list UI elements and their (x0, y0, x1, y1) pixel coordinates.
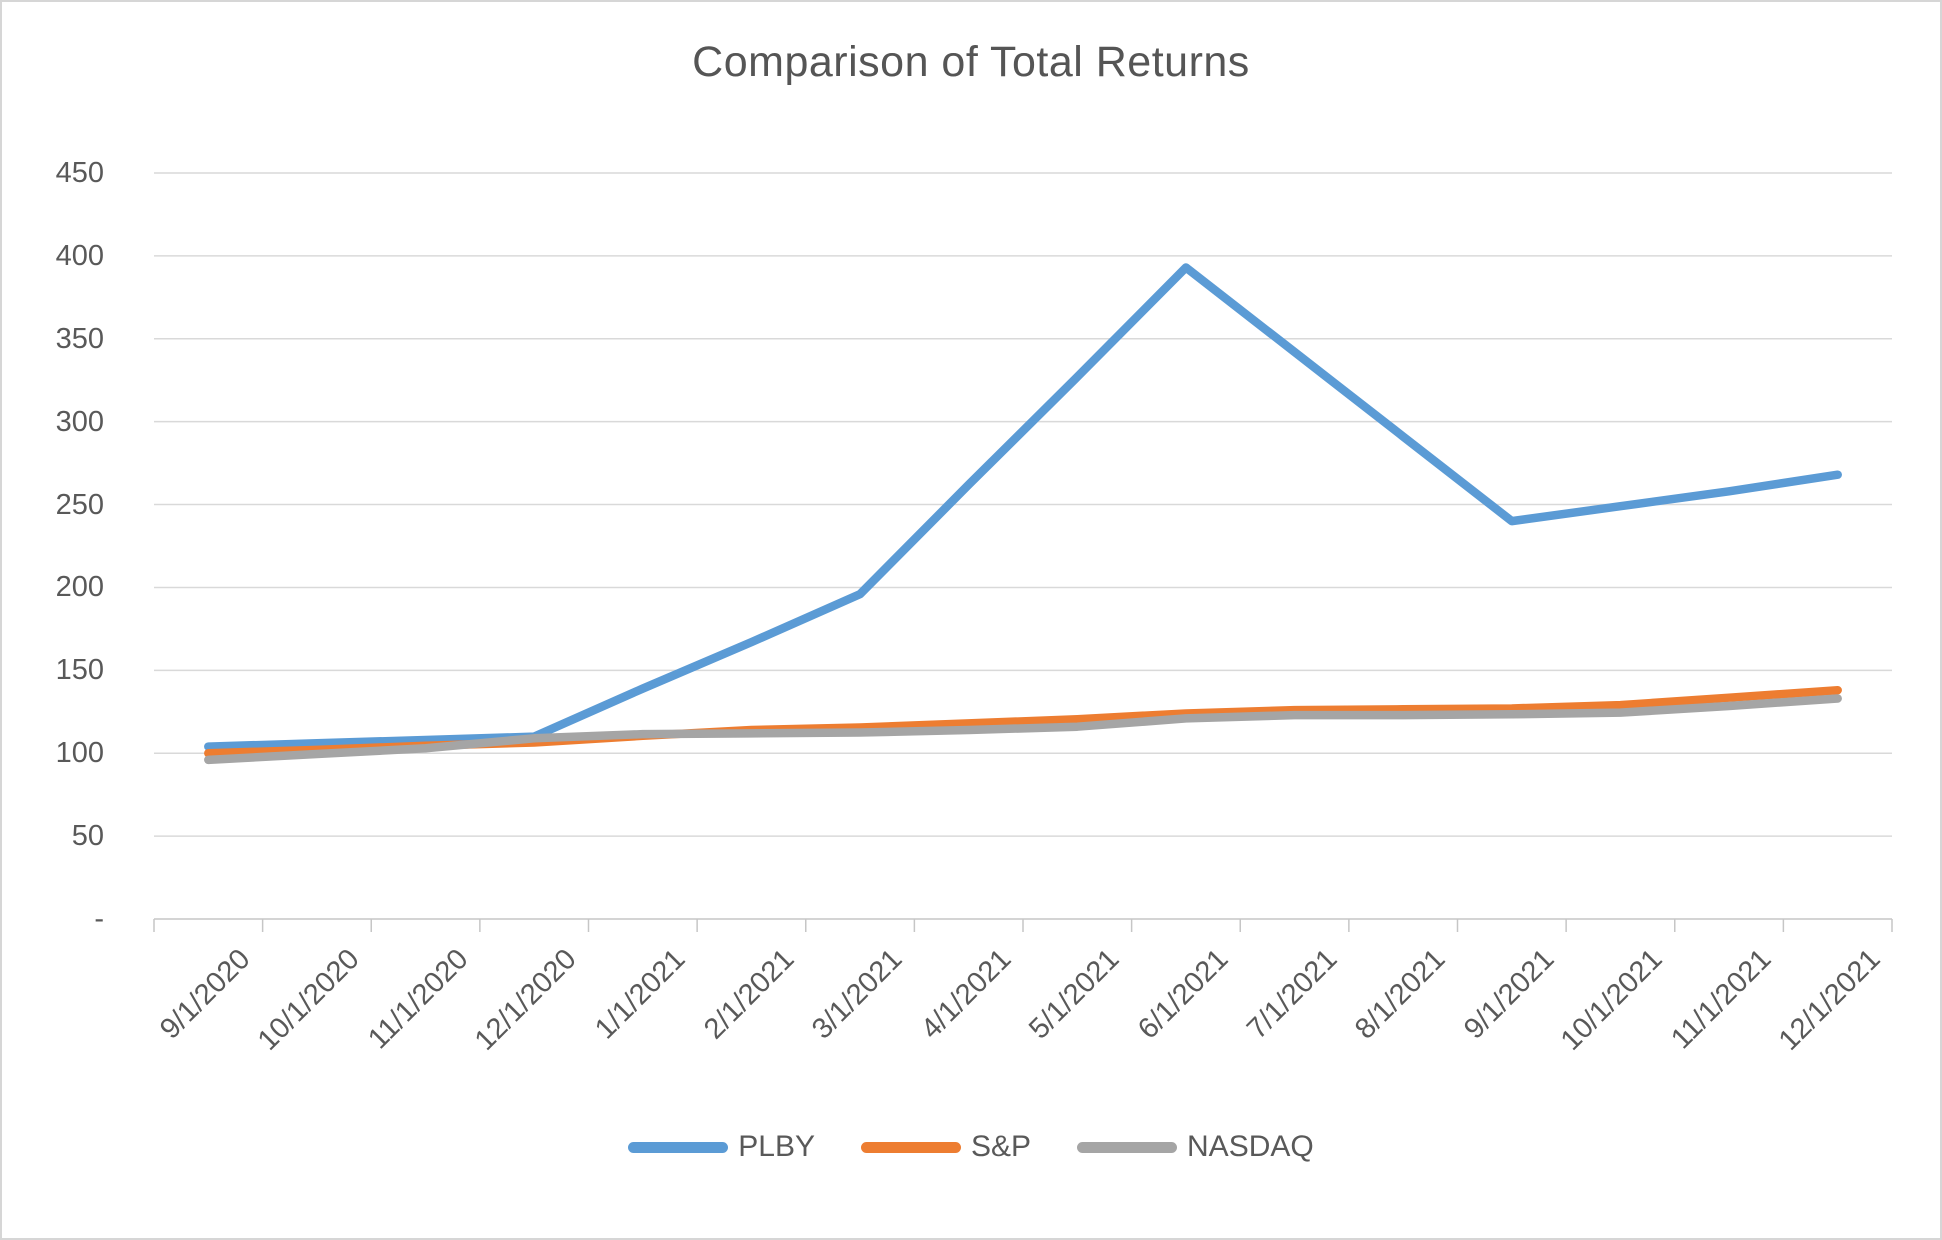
y-axis-tick-label: 250 (55, 488, 104, 521)
legend-label: PLBY (738, 1130, 815, 1163)
y-axis-tick-label: 100 (55, 737, 104, 770)
y-axis-tick-label: 300 (55, 405, 104, 438)
legend-label: S&P (970, 1130, 1032, 1163)
y-axis-tick-label: 400 (55, 239, 104, 272)
series-line-plby (204, 263, 1842, 751)
legend-item-plby: PLBY (628, 1130, 815, 1164)
legend-label: NASDAQ (1187, 1130, 1314, 1163)
y-axis-tick-label: 50 (71, 820, 104, 853)
legend-swatch-icon (1077, 1141, 1178, 1153)
chart-title: Comparison of Total Returns (692, 38, 1250, 86)
y-axis-tick-label: - (94, 903, 104, 935)
y-axis-tick-label: 150 (55, 654, 104, 687)
y-axis-tick-label: 450 (55, 157, 104, 189)
legend-swatch-icon (628, 1141, 729, 1153)
legend-item-nasdaq: NASDAQ (1077, 1130, 1314, 1164)
legend-item-sp: S&P (860, 1130, 1032, 1164)
y-axis-tick-label: 350 (55, 322, 104, 355)
series-line-nasdaq (204, 694, 1842, 765)
y-axis-tick-label: 200 (55, 571, 104, 604)
legend-swatch-icon (860, 1141, 961, 1153)
legend: PLBY S&P NASDAQ (2, 1130, 1940, 1164)
